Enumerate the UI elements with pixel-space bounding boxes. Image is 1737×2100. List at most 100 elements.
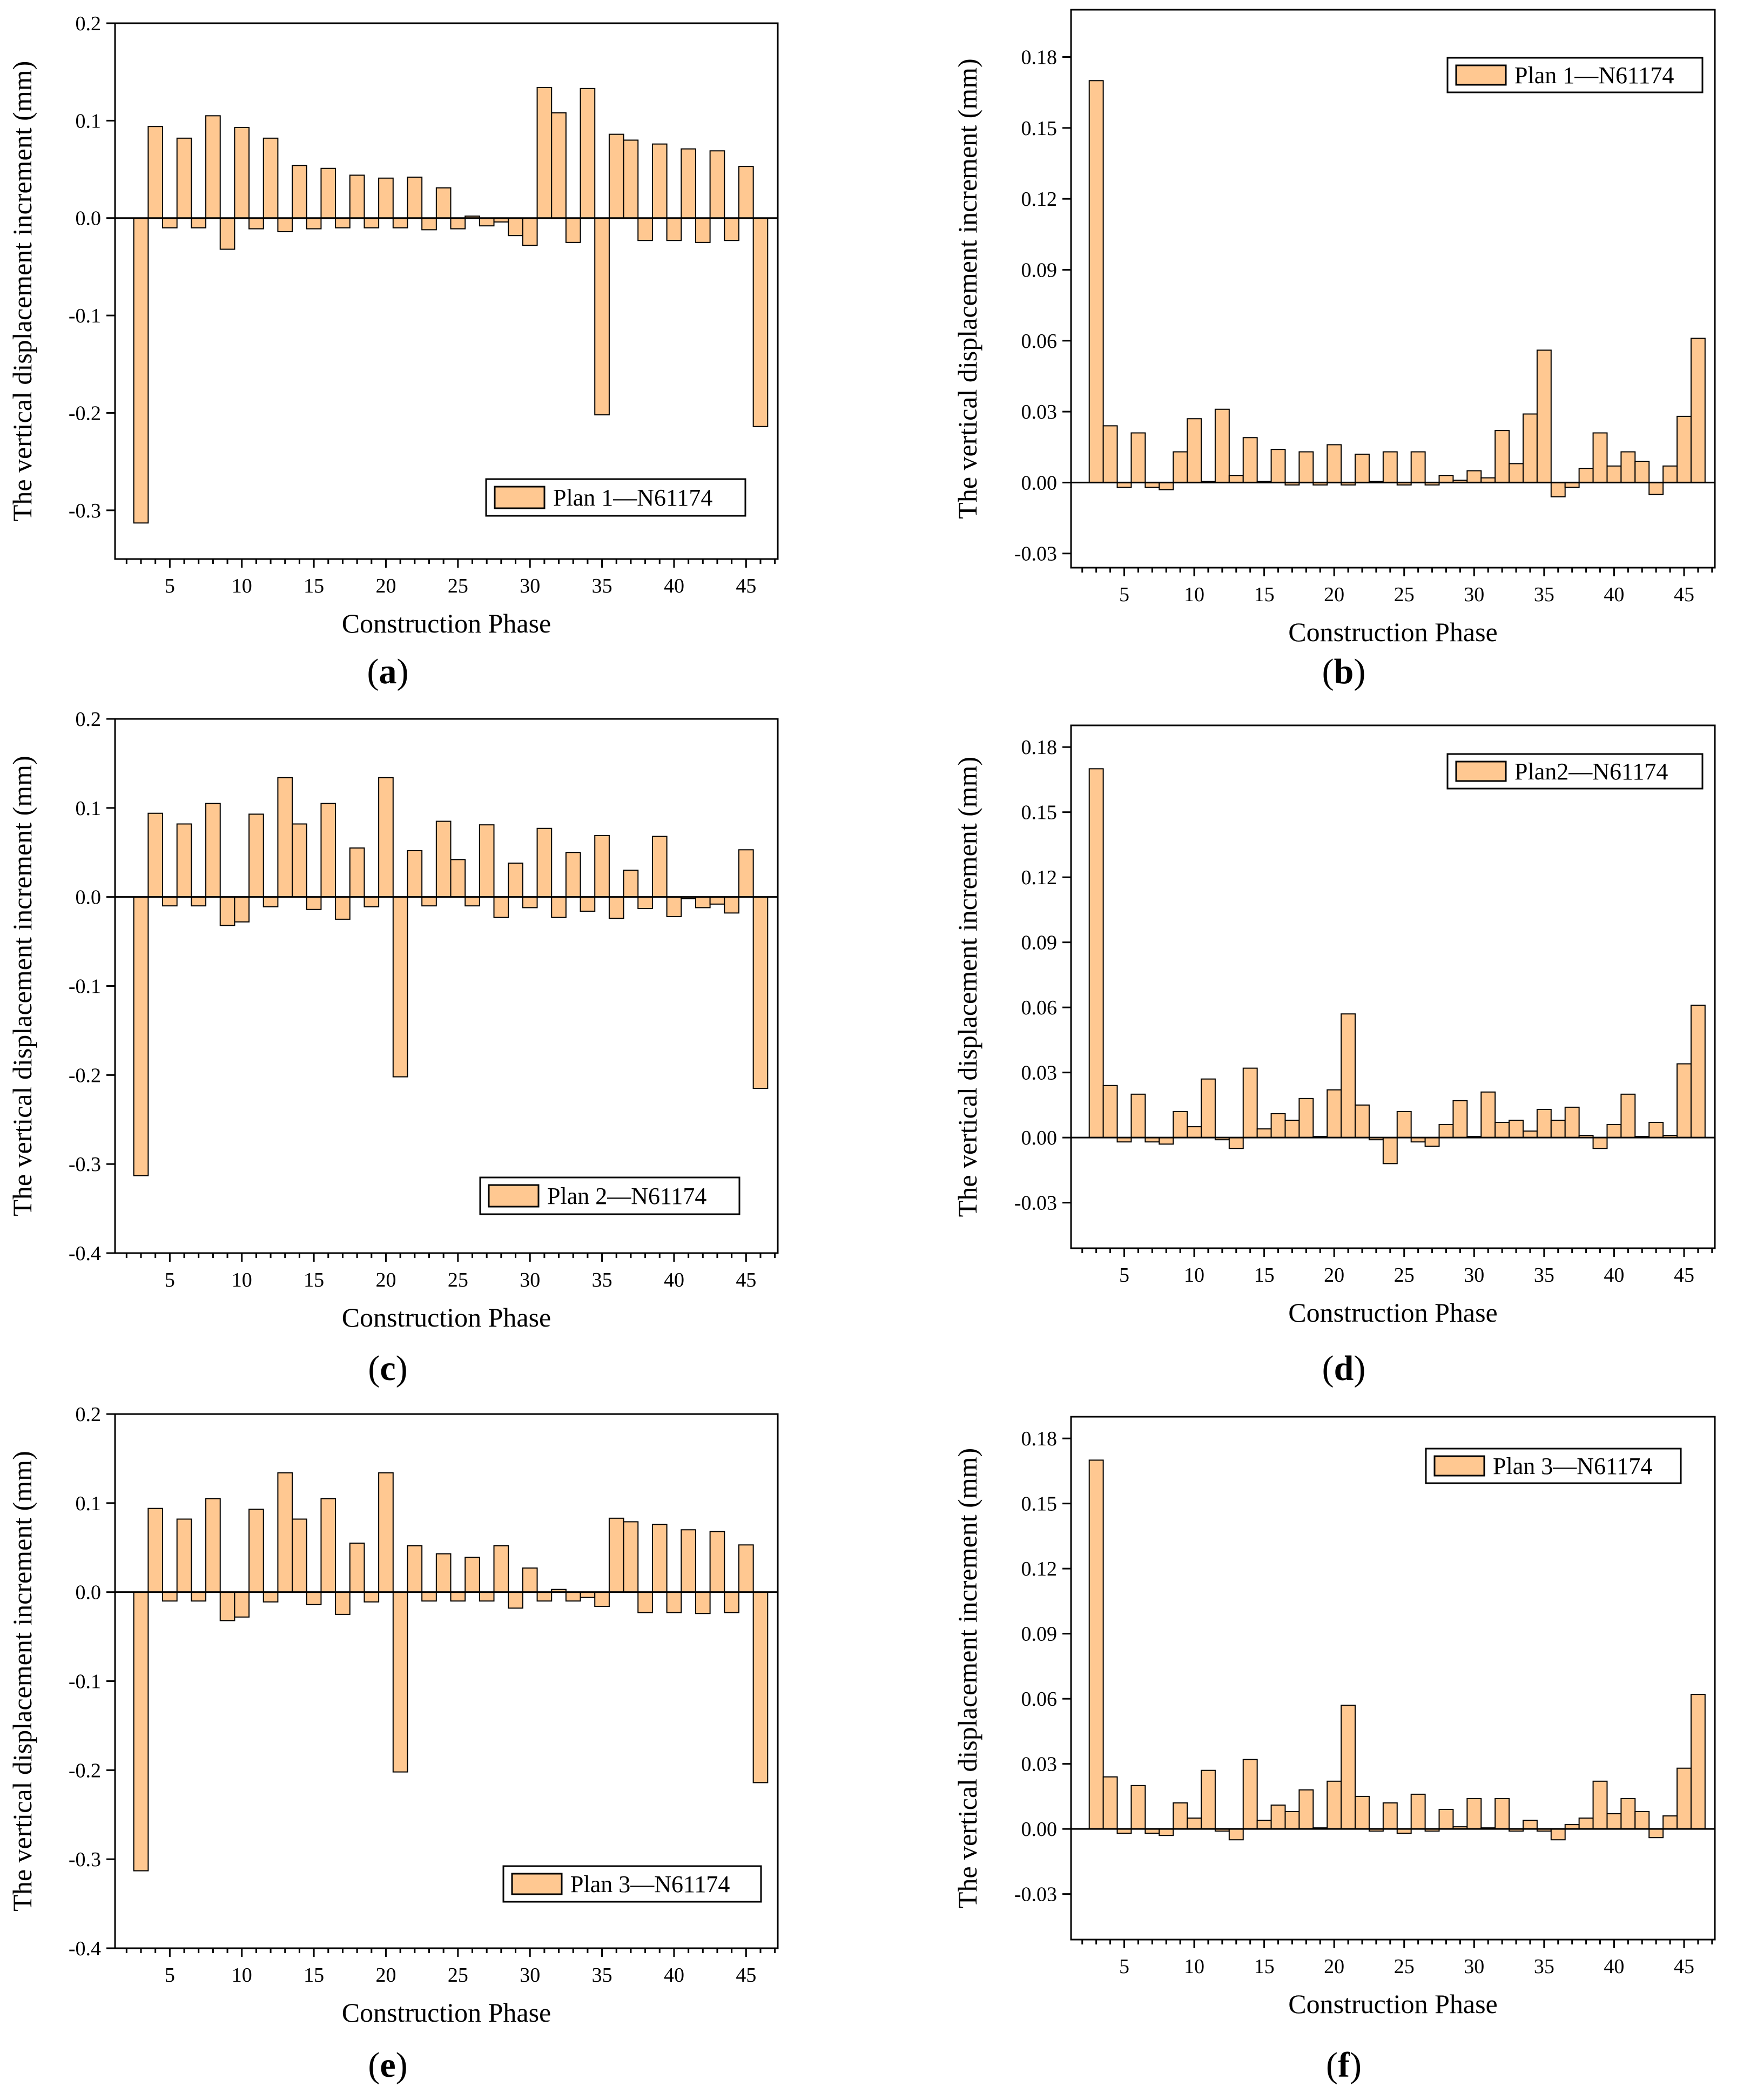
x-tick-label: 25 — [1394, 583, 1415, 606]
x-tick-label: 45 — [1674, 1264, 1694, 1287]
bar-d-phase-34 — [1522, 1130, 1538, 1139]
bar-f-phase-40 — [1606, 1813, 1622, 1830]
bar-a-phase-23 — [421, 217, 437, 231]
bar-d-phase-45 — [1677, 1063, 1692, 1139]
x-tick-label: 35 — [592, 1964, 612, 1987]
bar-d-phase-6 — [1130, 1093, 1146, 1139]
x-axis-a: 5 10 15 20 25 30 35 40 45 — [125, 559, 776, 597]
panel-caption: (b) — [1322, 652, 1366, 691]
bar-series-f — [1088, 1459, 1706, 1841]
legend-label: Plan 3—N61174 — [570, 1871, 730, 1897]
bar-c-phase-24 — [435, 820, 452, 898]
bar-b-phase-13 — [1228, 475, 1244, 483]
x-tick-label: 30 — [520, 575, 540, 597]
x-axis-title: Construction Phase — [342, 1997, 551, 2028]
chart-panel-c: 0.2 0.1 0.0 -0.1 -0.2 -0.3 -0.4 5 10 15 20 25 30 35 40… — [7, 708, 779, 1388]
legend-swatch — [494, 486, 546, 509]
bar-c-phase-16 — [320, 803, 336, 898]
bar-c-phase-39 — [651, 836, 668, 898]
bar-f-phase-44 — [1662, 1815, 1678, 1830]
x-tick-label: 35 — [1534, 1955, 1554, 1978]
x-tick-label: 20 — [375, 1269, 396, 1291]
x-tick-label: 15 — [1254, 1264, 1275, 1287]
bar-e-phase-5 — [162, 1591, 178, 1602]
x-tick-label: 30 — [1464, 1955, 1484, 1978]
x-tick-label: 35 — [1534, 1264, 1554, 1287]
x-axis-title: Construction Phase — [1288, 1989, 1497, 2019]
bar-a-phase-43 — [709, 150, 725, 219]
x-tick-label: 25 — [448, 575, 468, 597]
y-tick-label: 0.03 — [1021, 1753, 1058, 1776]
y-tick-label: -0.03 — [1014, 543, 1057, 566]
bar-b-phase-20 — [1327, 444, 1342, 483]
y-tick-label: 0.15 — [1021, 802, 1058, 824]
bar-f-phase-4 — [1102, 1776, 1118, 1830]
bar-e-phase-36 — [608, 1517, 624, 1593]
x-tick-label: 10 — [232, 575, 252, 597]
bar-c-phase-46 — [752, 896, 769, 1089]
bar-f-phase-43 — [1648, 1828, 1664, 1839]
bar-d-phase-25 — [1396, 1110, 1412, 1139]
y-tick-label: -0.1 — [69, 305, 101, 327]
y-tick-label: 0.06 — [1021, 1688, 1058, 1711]
bar-b-phase-3 — [1088, 80, 1104, 483]
x-axis-title: Construction Phase — [1288, 617, 1497, 647]
y-tick-label: -0.4 — [69, 1937, 101, 1960]
bar-b-phase-34 — [1522, 413, 1538, 483]
y-tick-label: 0.1 — [76, 110, 102, 132]
x-tick-label: 5 — [165, 1269, 175, 1291]
legend-swatch — [1455, 64, 1507, 86]
bar-c-phase-32 — [551, 896, 567, 918]
bar-d-phase-17 — [1284, 1120, 1300, 1139]
bar-e-phase-21 — [392, 1591, 408, 1773]
bar-f-phase-32 — [1494, 1798, 1510, 1830]
bar-d-phase-3 — [1088, 768, 1104, 1139]
bar-a-phase-36 — [608, 133, 624, 219]
bar-b-phase-12 — [1214, 408, 1230, 483]
bar-a-phase-45 — [738, 166, 754, 219]
bar-d-phase-10 — [1187, 1126, 1202, 1139]
caption-letter: d — [1334, 1349, 1354, 1388]
y-tick-label: 0.06 — [1021, 997, 1058, 1019]
bar-series-e — [133, 1472, 769, 1872]
bar-e-phase-6 — [176, 1518, 192, 1593]
bar-a-phase-25 — [450, 217, 466, 230]
bar-b-phase-4 — [1102, 425, 1118, 483]
bar-e-phase-42 — [695, 1591, 711, 1614]
bar-e-phase-17 — [335, 1591, 351, 1615]
bar-c-phase-38 — [637, 896, 653, 910]
y-tick-label: 0.15 — [1021, 117, 1058, 140]
bar-f-phase-36 — [1550, 1828, 1566, 1841]
bar-c-phase-42 — [695, 896, 711, 908]
y-tick-label: 0.15 — [1021, 1493, 1058, 1516]
bar-a-phase-34 — [580, 88, 596, 219]
bar-d-phase-29 — [1452, 1100, 1468, 1139]
x-tick-label: 30 — [1464, 583, 1484, 606]
bar-a-phase-38 — [637, 217, 653, 241]
bar-c-phase-45 — [738, 849, 754, 898]
bar-f-phase-3 — [1088, 1459, 1104, 1830]
x-tick-label: 45 — [736, 1269, 756, 1291]
y-tick-label: 0.18 — [1021, 46, 1058, 69]
bar-e-phase-35 — [594, 1591, 610, 1607]
bar-c-phase-35 — [594, 834, 610, 898]
x-tick-label: 15 — [1254, 1955, 1275, 1978]
x-axis-b: 5 10 15 20 25 30 35 40 45 — [1081, 568, 1713, 606]
bar-c-phase-34 — [580, 896, 596, 912]
x-tick-label: 35 — [592, 575, 612, 597]
bar-d-phase-8 — [1159, 1137, 1174, 1145]
bar-a-phase-35 — [594, 217, 610, 416]
caption-letter: a — [379, 652, 397, 691]
bar-b-phase-41 — [1620, 451, 1636, 483]
bar-c-phase-18 — [349, 847, 365, 898]
bar-d-phase-20 — [1327, 1089, 1342, 1139]
bar-e-phase-13 — [277, 1472, 293, 1593]
x-tick-label: 10 — [1184, 1955, 1204, 1978]
bar-f-phase-17 — [1284, 1811, 1300, 1830]
y-tick-label: 0.09 — [1021, 259, 1058, 281]
x-tick-label: 40 — [1604, 583, 1624, 606]
x-tick-label: 45 — [736, 575, 756, 597]
bar-b-phase-42 — [1634, 461, 1650, 483]
bar-b-phase-22 — [1355, 453, 1370, 483]
legend-swatch — [511, 1873, 563, 1895]
